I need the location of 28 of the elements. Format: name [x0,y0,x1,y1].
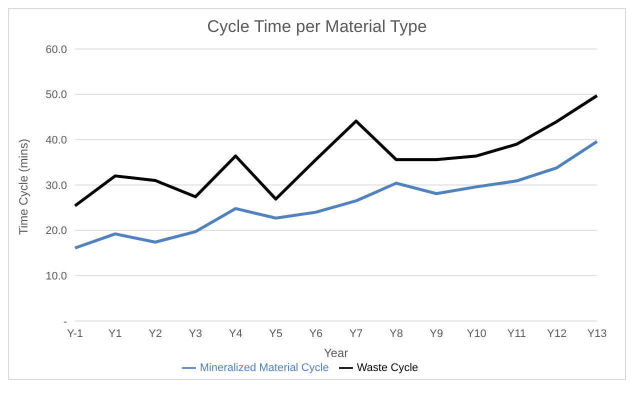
x-tick-label: Y10 [466,328,486,340]
legend-label: Mineralized Material Cycle [200,362,329,374]
x-tick-label: Y9 [430,328,444,340]
x-tick-label: Y12 [547,328,567,340]
x-tick-label: Y11 [507,328,526,340]
y-tick-label: 30.0 [46,180,67,192]
x-tick-label: Y6 [309,328,323,340]
y-axis-title: Time Cycle (mins) [16,138,30,235]
chart-title: Cycle Time per Material Type [206,16,428,38]
x-tick-label: Y1 [108,328,122,340]
y-tick-label: 40.0 [46,134,67,147]
x-tick-label: Y3 [188,328,202,340]
y-tick-label: 50.0 [46,89,67,102]
y-tick-label: 60.0 [46,44,67,56]
x-tick-label: Y7 [349,328,363,340]
y-tick-label: 20.0 [46,225,67,238]
y-tick-label: 10.0 [46,270,67,283]
y-tick-label: - [63,316,68,328]
x-tick-label: Y5 [269,328,283,340]
x-tick-label: Y13 [587,328,607,340]
legend-label: Waste Cycle [356,362,418,374]
line-series [74,140,598,250]
line-series [74,94,598,208]
x-tick-label: Y8 [389,328,403,340]
x-tick-label: Y2 [148,328,162,340]
x-axis-title: Year [324,346,348,360]
x-tick-label: Y-1 [66,328,84,340]
x-tick-label: Y4 [228,328,242,340]
